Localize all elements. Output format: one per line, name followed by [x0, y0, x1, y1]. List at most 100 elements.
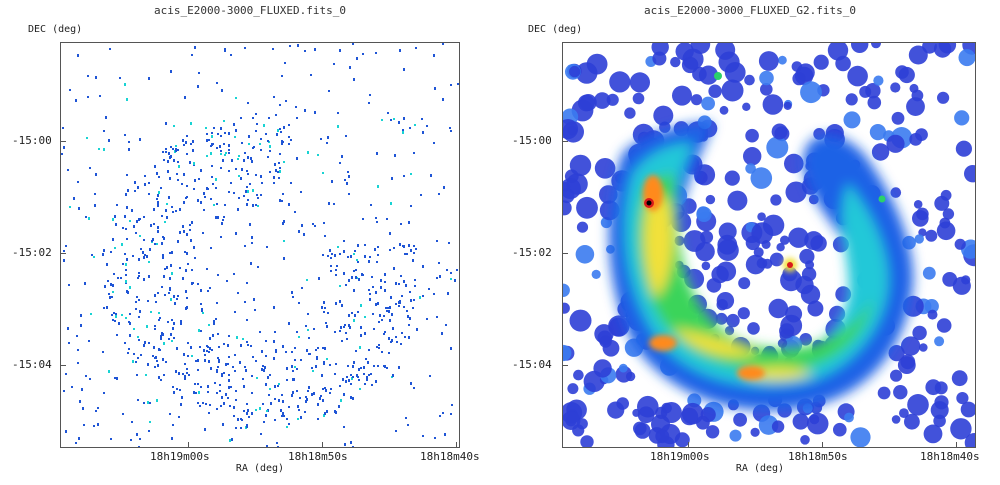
count-pixel: [227, 397, 229, 399]
count-pixel: [377, 246, 379, 248]
count-pixel: [396, 341, 398, 343]
noise-blob: [634, 422, 651, 439]
noise-blob: [727, 190, 748, 211]
count-pixel: [343, 272, 345, 275]
point-source: [787, 262, 793, 268]
noise-blob: [951, 370, 968, 387]
count-pixel: [384, 273, 386, 276]
noise-blob: [726, 313, 740, 328]
noise-blob: [563, 121, 584, 143]
count-pixel: [390, 296, 392, 299]
count-pixel: [148, 275, 150, 278]
count-pixel: [363, 366, 365, 369]
count-pixel: [211, 135, 213, 138]
count-pixel: [146, 255, 148, 258]
count-pixel: [191, 282, 193, 285]
noise-blob: [779, 323, 795, 339]
count-pixel: [288, 136, 290, 138]
count-pixel: [169, 287, 171, 290]
count-pixel: [127, 189, 129, 192]
count-pixel: [215, 187, 217, 189]
count-pixel: [409, 317, 411, 320]
count-pixel: [129, 220, 131, 222]
x-tick-mark: [322, 442, 323, 448]
count-pixel: [173, 391, 175, 394]
count-pixel: [250, 345, 252, 347]
panel-title: acis_E2000-3000_FLUXED.fits_0: [153, 4, 347, 17]
count-pixel: [163, 374, 165, 376]
count-pixel: [408, 221, 410, 224]
noise-blob: [799, 333, 812, 346]
count-pixel: [213, 127, 215, 129]
count-pixel: [405, 417, 407, 419]
count-pixel: [208, 412, 210, 414]
count-pixel: [125, 263, 127, 266]
count-pixel: [210, 152, 212, 155]
count-pixel: [80, 324, 82, 327]
count-pixel: [436, 316, 438, 318]
count-pixel: [306, 279, 308, 281]
count-pixel: [450, 272, 452, 274]
count-pixel: [168, 338, 170, 340]
noise-blob: [563, 344, 572, 362]
count-pixel: [339, 285, 341, 287]
count-pixel: [279, 199, 281, 202]
count-pixel: [177, 161, 179, 163]
noise-blob: [886, 134, 905, 153]
count-pixel: [353, 289, 355, 292]
noise-blob: [869, 124, 886, 141]
count-pixel: [125, 317, 127, 319]
count-pixel: [266, 246, 268, 248]
count-pixel: [330, 265, 332, 267]
count-pixel: [393, 118, 395, 120]
count-pixel: [208, 360, 210, 363]
count-pixel: [426, 318, 428, 320]
count-pixel: [209, 347, 211, 350]
count-pixel: [109, 296, 111, 299]
count-pixel: [300, 359, 302, 361]
count-pixel: [83, 424, 85, 426]
count-pixel: [259, 143, 261, 145]
count-pixel: [235, 232, 237, 235]
count-pixel: [260, 149, 262, 151]
noise-blob: [934, 395, 949, 410]
count-pixel: [268, 394, 270, 396]
count-pixel: [421, 118, 423, 120]
count-pixel: [130, 439, 132, 441]
count-pixel: [112, 238, 114, 241]
count-pixel: [159, 317, 161, 319]
count-pixel: [85, 375, 87, 377]
count-pixel: [110, 283, 112, 286]
count-pixel: [195, 392, 197, 394]
count-pixel: [242, 378, 244, 380]
count-pixel: [370, 373, 372, 375]
image-frame[interactable]: [562, 42, 976, 448]
count-pixel: [388, 310, 390, 313]
count-pixel: [170, 298, 172, 301]
image-frame[interactable]: [60, 42, 460, 448]
noise-blob: [742, 102, 751, 111]
count-pixel: [191, 221, 193, 224]
noise-blob: [724, 326, 735, 336]
count-pixel: [358, 278, 360, 281]
count-pixel: [416, 328, 418, 331]
count-pixel: [103, 307, 105, 309]
count-pixel: [163, 342, 165, 345]
count-pixel: [180, 403, 182, 406]
count-pixel: [345, 380, 347, 383]
count-pixel: [343, 393, 345, 396]
count-pixel: [173, 125, 175, 127]
noise-blob: [715, 43, 736, 60]
count-pixel: [200, 201, 202, 204]
count-pixel: [387, 112, 389, 114]
count-pixel: [329, 364, 331, 366]
count-pixel: [259, 407, 261, 410]
noise-blob: [891, 111, 905, 125]
count-pixel: [108, 293, 110, 295]
noise-blob: [747, 322, 760, 335]
noise-blob: [922, 266, 936, 280]
count-pixel: [231, 438, 233, 441]
count-pixel: [293, 378, 295, 381]
count-pixel: [136, 296, 138, 298]
noise-blob: [711, 265, 729, 284]
